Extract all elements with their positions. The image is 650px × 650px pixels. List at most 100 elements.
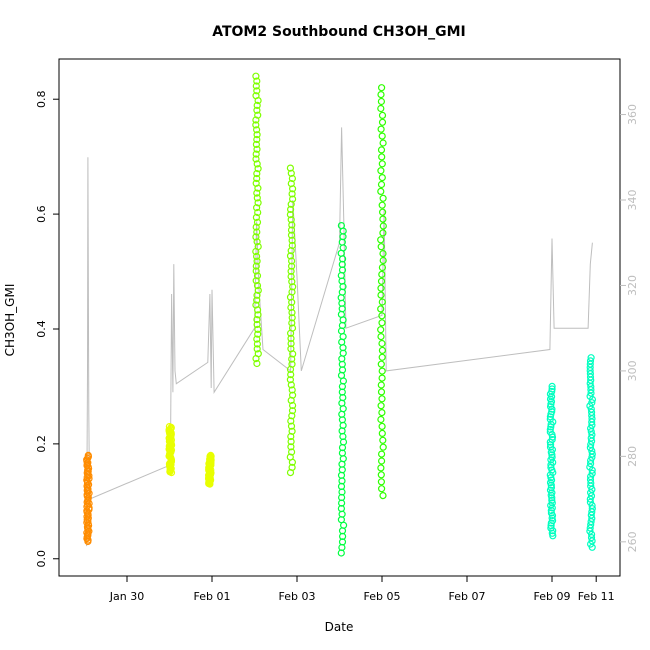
y2-tick-label-6: 360 <box>626 104 639 125</box>
series-3-point <box>288 309 296 317</box>
series-3-point <box>253 160 261 168</box>
series-4-point <box>378 346 386 354</box>
series-3-point <box>288 298 296 306</box>
series-3-point <box>252 301 260 309</box>
series-3-point <box>252 223 260 231</box>
series-4-point <box>379 229 387 237</box>
series-6-point <box>587 533 596 542</box>
series-3-point <box>253 174 261 183</box>
series-3-point <box>252 72 260 80</box>
series-3-point <box>287 371 295 379</box>
series-3-point <box>287 180 295 188</box>
series-3-point <box>287 417 295 425</box>
series-4-point <box>378 319 386 327</box>
series-6-point <box>588 431 596 439</box>
series-4-point <box>378 160 386 168</box>
series-4-point <box>379 436 387 444</box>
series-4-point <box>377 471 385 479</box>
series-4-point <box>377 333 385 341</box>
series-3-point <box>253 218 262 226</box>
series-4-point <box>377 277 386 285</box>
chart-title: ATOM2 Southbound CH3OH_GMI <box>212 24 466 40</box>
series-3-point <box>252 267 260 275</box>
series-4-point <box>378 450 386 458</box>
series-4-point <box>378 457 386 465</box>
series-6-point <box>548 387 556 396</box>
series-3-point <box>252 92 260 100</box>
y-tick-label-4: 0.6 <box>35 205 48 223</box>
plot-frame <box>58 58 621 577</box>
series-3-point <box>288 360 296 368</box>
series-4-point <box>378 153 386 161</box>
series-3-point <box>289 283 297 291</box>
series-3-point <box>288 324 297 332</box>
series-6-point <box>546 443 555 451</box>
series-3-point <box>253 204 261 212</box>
series-4-point <box>379 194 387 202</box>
series-4-point <box>377 284 385 292</box>
series-4-point <box>377 326 385 334</box>
series-3-point <box>287 216 295 224</box>
series-6-point <box>586 460 595 468</box>
series-5-point <box>337 222 345 230</box>
series-3-point <box>288 427 296 435</box>
series-4-point <box>378 312 386 320</box>
y2-tick-label-5: 340 <box>626 190 639 211</box>
series-6-point <box>587 408 596 416</box>
series-4-point <box>378 485 386 493</box>
series-3-point <box>287 267 295 275</box>
series-3-point <box>254 311 262 319</box>
series-3-point <box>253 145 261 153</box>
series-4-point <box>377 478 385 486</box>
series-3-point <box>288 448 296 456</box>
series-3-point <box>253 335 261 343</box>
series-3-point <box>288 241 296 250</box>
series-3-point <box>252 82 260 90</box>
series-4-point <box>378 298 386 306</box>
series-6-point <box>586 357 595 365</box>
series-4-point <box>378 395 386 403</box>
series-3-point <box>287 334 295 342</box>
series-4-point <box>379 215 387 223</box>
series-3-point <box>253 291 261 299</box>
series-3-point <box>287 443 295 451</box>
series-3-point <box>288 278 296 286</box>
series-3-point <box>254 111 262 119</box>
series-3-point <box>253 359 261 368</box>
x-tick-label-3: Feb 03 <box>279 590 316 603</box>
series-3-point <box>288 221 296 229</box>
series-4-point <box>377 415 385 424</box>
series-3-point <box>287 303 295 312</box>
series-4-point <box>378 263 386 272</box>
series-4-point <box>378 409 386 417</box>
series-4-point <box>378 84 386 92</box>
series-3-point <box>288 355 296 363</box>
series-6-point <box>548 436 556 444</box>
series-6-point <box>586 444 595 452</box>
series-6-point <box>547 484 556 492</box>
series-3-point <box>288 262 296 270</box>
series-2-point <box>207 451 215 459</box>
series-3-point <box>253 87 261 95</box>
series-4-point <box>378 111 387 120</box>
series-3-point <box>253 316 261 324</box>
series-6-point <box>588 469 596 477</box>
y-tick-label-2: 0.2 <box>35 435 48 453</box>
series-3-point <box>288 174 296 183</box>
series-3-point <box>286 164 294 172</box>
series-3-point <box>287 231 296 239</box>
series-3-point <box>252 121 260 129</box>
series-3-point <box>288 257 296 265</box>
series-6 <box>546 354 597 551</box>
series-3-point <box>287 205 295 213</box>
series-4-point <box>378 174 386 182</box>
series-3-point <box>253 320 261 329</box>
series-3-point <box>254 286 262 294</box>
series-4-point <box>377 146 386 154</box>
series-3-point <box>252 213 260 221</box>
series-3-point <box>253 296 261 304</box>
series-6-point <box>586 476 595 484</box>
series-4-point <box>379 256 387 265</box>
series-6-point <box>548 382 556 390</box>
series-3-point <box>287 340 295 348</box>
